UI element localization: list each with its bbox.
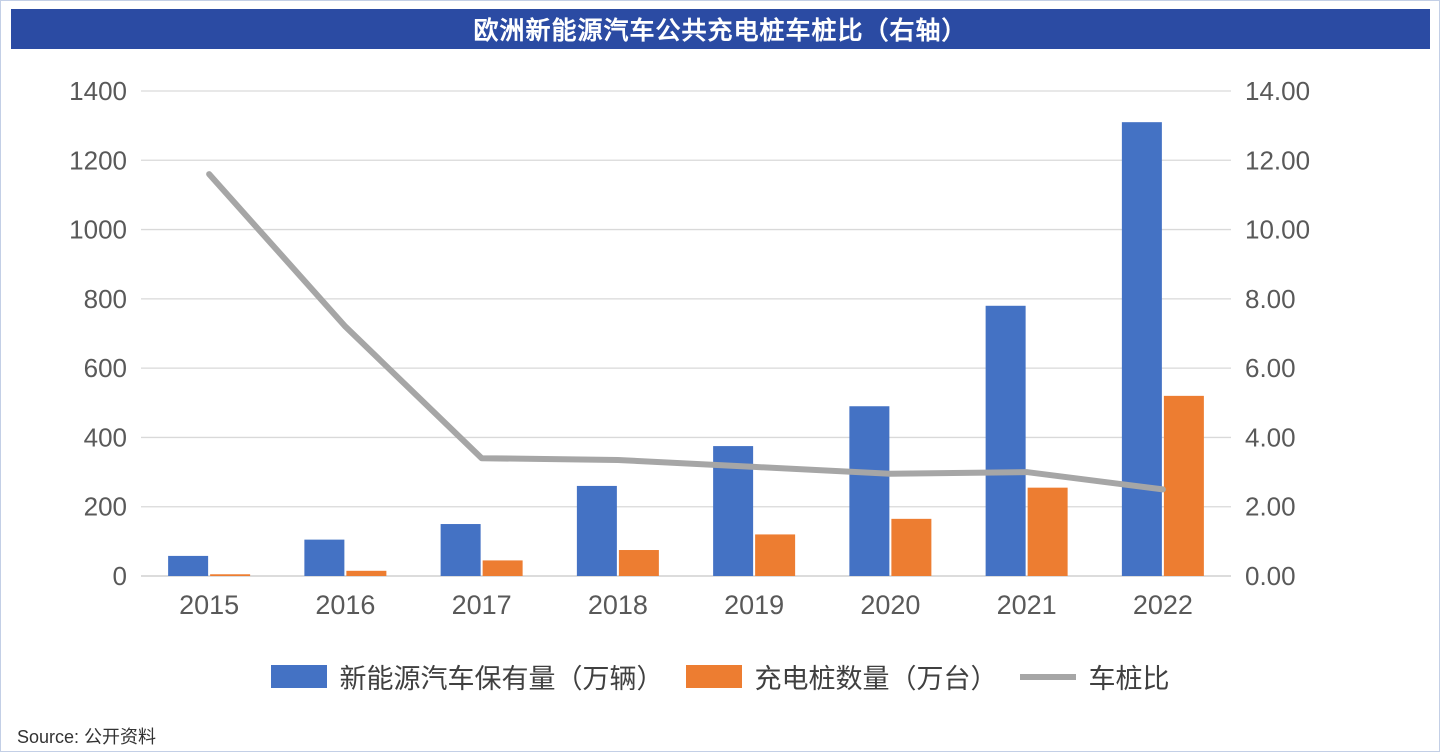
x-axis-label-2019: 2019: [724, 590, 784, 620]
legend-swatch-chargers: [685, 665, 742, 688]
left-axis-tick: 0: [113, 561, 127, 591]
legend-item-nev: 新能源汽车保有量（万辆）: [270, 657, 664, 696]
legend-swatch-nev: [270, 665, 327, 688]
legend-item-chargers: 充电桩数量（万台）: [685, 657, 998, 696]
source-note: Source: 公开资料: [17, 727, 157, 747]
bar-charger-2019: [755, 534, 796, 576]
legend-label-nev: 新能源汽车保有量（万辆）: [339, 664, 664, 694]
bar-nev-2018: [576, 485, 617, 576]
left-axis-tick: 1000: [69, 215, 127, 245]
bar-nev-2021: [985, 305, 1026, 576]
right-axis-tick: 10.00: [1245, 215, 1310, 245]
right-axis-tick: 8.00: [1245, 284, 1296, 314]
x-axis-label-2017: 2017: [452, 590, 512, 620]
chart-canvas: 0 0.00 200 2.00 400 4.00 600 6.00 800 8.00 1000 10.…: [69, 76, 1310, 620]
right-axis-tick: 12.00: [1245, 145, 1310, 175]
x-axis-label-2018: 2018: [588, 590, 648, 620]
x-axis-label-2016: 2016: [315, 590, 375, 620]
left-axis-tick: 600: [84, 353, 127, 383]
right-axis-tick: 0.00: [1245, 561, 1296, 591]
left-axis-tick: 400: [84, 422, 127, 452]
left-axis-tick: 1400: [69, 76, 127, 106]
legend-label-chargers: 充电桩数量（万台）: [754, 664, 998, 694]
bar-charger-2017: [482, 560, 523, 576]
legend-line-swatch-ratio: [1019, 673, 1076, 680]
right-axis-tick: 2.00: [1245, 492, 1296, 522]
right-axis-tick: 4.00: [1245, 422, 1296, 452]
bar-charger-2021: [1027, 487, 1068, 576]
bar-charger-2018: [618, 550, 659, 576]
chart-legend: 新能源汽车保有量（万辆） 充电桩数量（万台） 车桩比: [1, 657, 1439, 696]
right-axis-tick: 6.00: [1245, 353, 1296, 383]
chart-title-bar: 欧洲新能源汽车公共充电桩车桩比（右轴）: [11, 9, 1430, 49]
bar-charger-2015: [210, 574, 251, 576]
bar-charger-2020: [891, 518, 932, 576]
left-axis-tick: 200: [84, 492, 127, 522]
legend-item-ratio: 车桩比: [1019, 657, 1170, 696]
bar-nev-2022: [1121, 122, 1162, 576]
bar-charger-2022: [1163, 395, 1204, 576]
bar-nev-2017: [440, 524, 481, 576]
right-axis-tick: 14.00: [1245, 76, 1310, 106]
x-axis-label-2021: 2021: [997, 590, 1057, 620]
bar-nev-2020: [849, 406, 890, 576]
ratio-line: [206, 171, 1166, 493]
bar-charger-2016: [346, 570, 387, 576]
bar-nev-2015: [168, 555, 209, 576]
x-axis-label-2015: 2015: [179, 590, 239, 620]
left-axis-tick: 1200: [69, 145, 127, 175]
legend-label-ratio: 车桩比: [1088, 664, 1170, 694]
x-axis-label-2022: 2022: [1133, 590, 1193, 620]
chart-title: 欧洲新能源汽车公共充电桩车桩比（右轴）: [473, 17, 968, 45]
x-axis-label-2020: 2020: [860, 590, 920, 620]
bar-nev-2016: [304, 539, 345, 576]
left-axis-tick: 800: [84, 284, 127, 314]
